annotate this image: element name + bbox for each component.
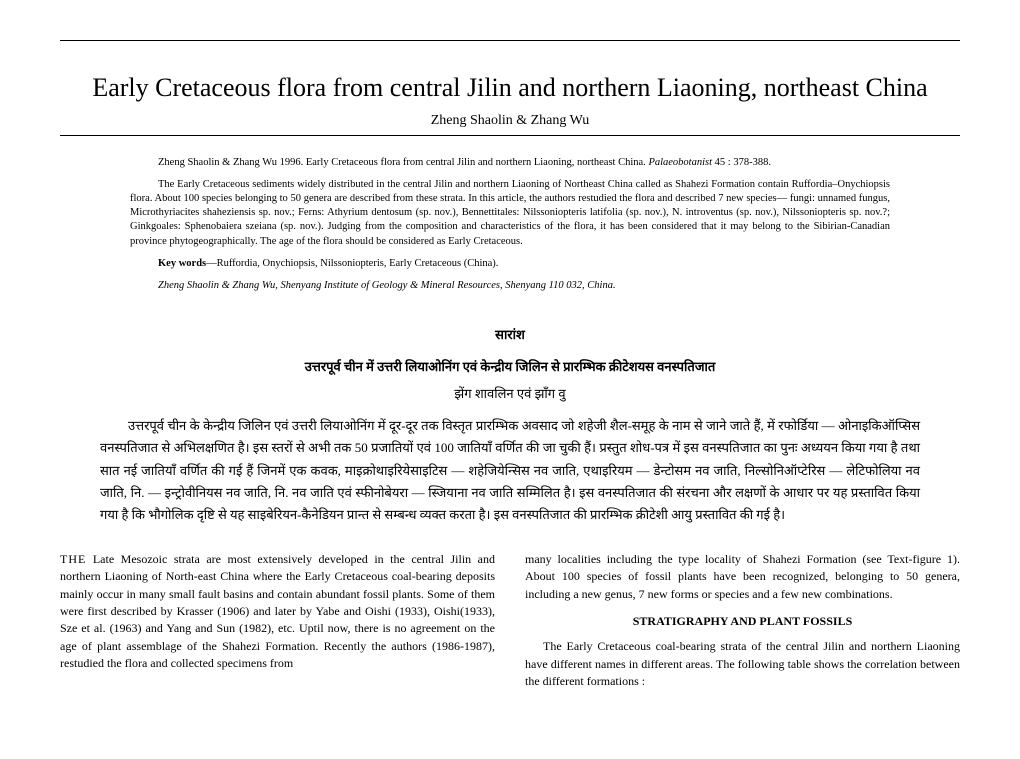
keywords-label: Key words (158, 258, 206, 269)
journal-name: Palaeobotanist (648, 157, 712, 168)
citation-line: Zheng Shaolin & Zhang Wu 1996. Early Cre… (130, 156, 890, 170)
section-heading: STRATIGRAPHY AND PLANT FOSSILS (525, 613, 960, 630)
abstract-p1: The Early Cretaceous sediments widely di… (130, 178, 890, 249)
body-right-p1: many localities including the type local… (525, 551, 960, 603)
hindi-abstract: सारांश उत्तरपूर्व चीन में उत्तरी लियाओनि… (100, 323, 920, 526)
body-columns: THE Late Mesozoic strata are most extens… (60, 551, 960, 701)
hindi-body: उत्तरपूर्व चीन के केन्द्रीय जिलिन एवं उत… (100, 415, 920, 525)
authors-rule (60, 135, 960, 136)
left-column: THE Late Mesozoic strata are most extens… (60, 551, 495, 701)
right-column: many localities including the type local… (525, 551, 960, 701)
keywords-text: —Ruffordia, Onychiopsis, Nilssoniopteris… (206, 258, 498, 269)
paper-authors: Zheng Shaolin & Zhang Wu (60, 113, 960, 129)
top-rule (60, 40, 960, 41)
affiliation: Zheng Shaolin & Zhang Wu, Shenyang Insti… (130, 279, 890, 293)
body-p1: THE Late Mesozoic strata are most extens… (60, 551, 495, 673)
hindi-heading: सारांश (100, 323, 920, 346)
abstract-text: The Early Cretaceous sediments widely di… (130, 178, 890, 249)
citation-vol-pages: 45 : 378-388. (712, 157, 771, 168)
body-p1-rest: Late Mesozoic strata are most extensivel… (60, 552, 495, 670)
hindi-authors: झेंग शावलिन एवं झाँग वु (100, 382, 920, 405)
paper-title: Early Cretaceous flora from central Jili… (60, 71, 960, 105)
body-right-p2: The Early Cretaceous coal-bearing strata… (525, 638, 960, 690)
hindi-title: उत्तरपूर्व चीन में उत्तरी लियाओनिंग एवं … (100, 355, 920, 378)
keywords-line: Key words—Ruffordia, Onychiopsis, Nilsso… (130, 257, 890, 271)
first-word: THE (60, 552, 86, 566)
citation-text: Zheng Shaolin & Zhang Wu 1996. Early Cre… (158, 157, 648, 168)
abstract-block: Zheng Shaolin & Zhang Wu 1996. Early Cre… (130, 156, 890, 293)
